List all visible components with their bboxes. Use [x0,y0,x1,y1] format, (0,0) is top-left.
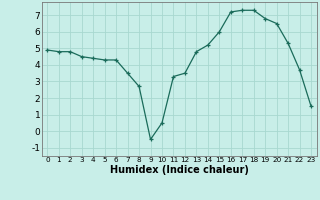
X-axis label: Humidex (Indice chaleur): Humidex (Indice chaleur) [110,165,249,175]
